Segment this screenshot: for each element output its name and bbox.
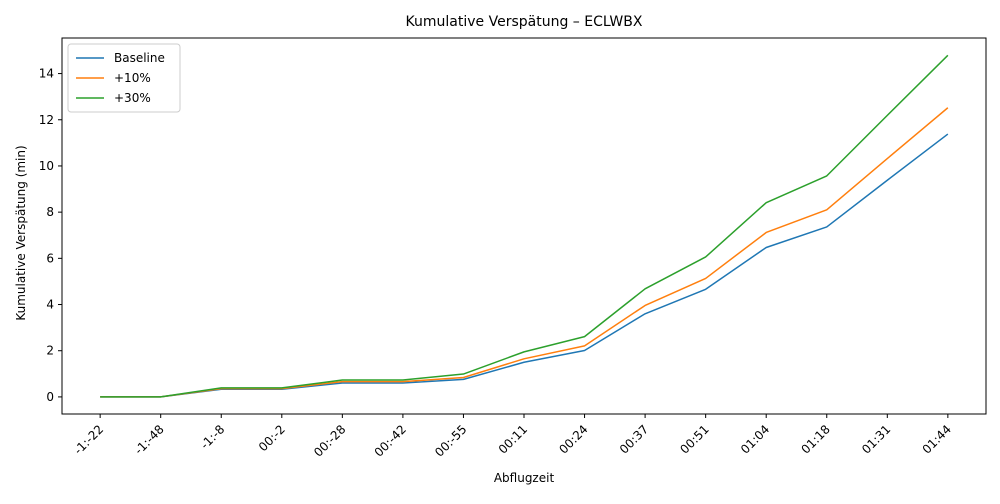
x-axis-label: Abflugzeit: [494, 471, 555, 485]
x-tick-label: 01:31: [859, 422, 893, 456]
y-tick-label: 10: [39, 159, 54, 173]
x-tick-label: 00:-55: [432, 422, 469, 459]
y-tick-label: 0: [46, 390, 54, 404]
x-tick-label: 00:37: [617, 422, 651, 456]
plot-area: 0 2 4 6 8 10 12 14 -1:-22 -1:-48 -1:-8 00:-2 00:-28 0…: [39, 37, 987, 460]
series-line-2: [100, 107, 949, 398]
x-tick-label: 00:11: [496, 422, 530, 456]
plot-frame: [61, 37, 987, 415]
x-tick-label: -1:-22: [71, 422, 106, 457]
x-tick-label: 00:-28: [311, 422, 348, 459]
x-tick-label: -1:-48: [132, 422, 167, 457]
x-tick-label: 00:-2: [256, 422, 288, 454]
legend-label-2: +10%: [114, 71, 151, 85]
chart-title: Kumulative Verspätung – ECLWBX: [406, 14, 643, 30]
x-tick-label: 00:-42: [372, 422, 409, 459]
y-tick-label: 4: [46, 298, 54, 312]
x-tick-label: -1:-8: [198, 422, 228, 452]
legend-label-1: Baseline: [114, 51, 165, 65]
y-axis-label: Kumulative Verspätung (min): [14, 145, 28, 320]
x-tick-label: 01:18: [799, 422, 833, 456]
legend-label-3: +30%: [114, 91, 151, 105]
y-tick-label: 14: [39, 67, 54, 81]
y-tick-label: 8: [46, 205, 54, 219]
legend-box: [67, 43, 181, 113]
x-tick-label: 00:51: [677, 422, 711, 456]
y-tick-label: 6: [46, 251, 54, 265]
y-tick-label: 12: [39, 113, 54, 127]
x-tick-label: 00:24: [556, 422, 590, 456]
series-line-3: [100, 54, 949, 398]
x-tick-label: 01:44: [920, 422, 954, 456]
series-line-1: [100, 133, 949, 398]
x-tick-label: 01:04: [738, 422, 772, 456]
y-tick-label: 2: [46, 344, 54, 358]
